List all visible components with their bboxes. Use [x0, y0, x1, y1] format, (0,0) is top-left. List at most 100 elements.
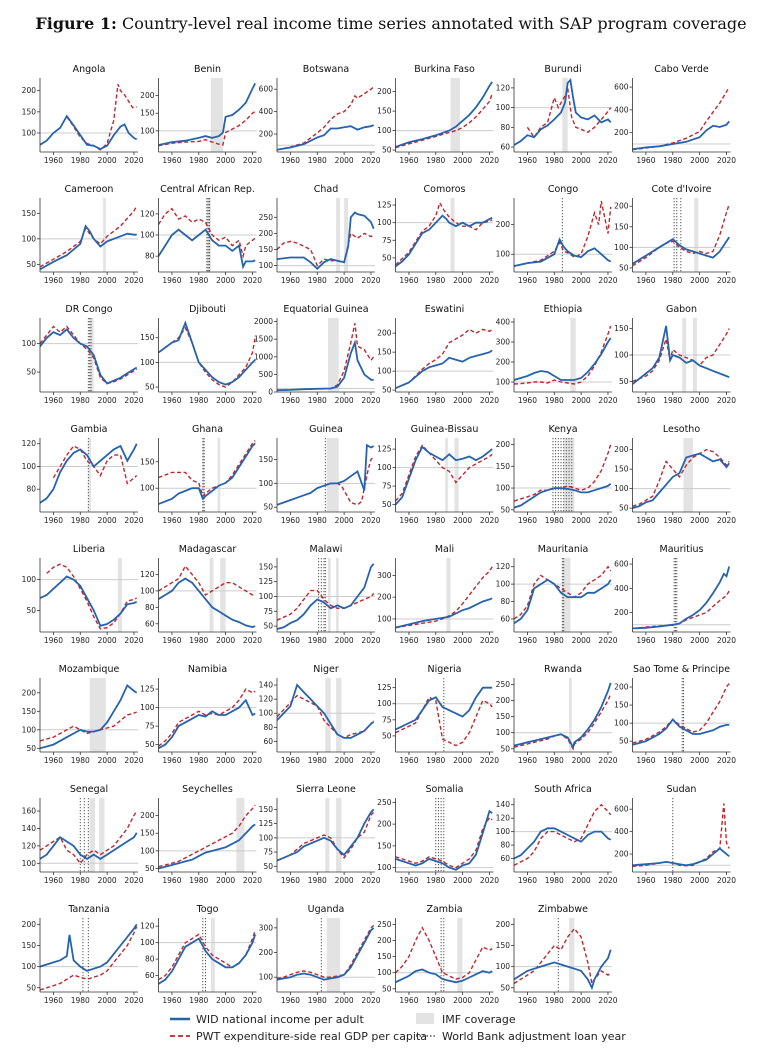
x-tick-label: 2000 [453, 396, 472, 405]
y-tick-label: 150 [496, 712, 511, 721]
panel-plot-area [40, 84, 138, 151]
y-tick-label: 100 [140, 586, 155, 595]
y-tick-label: 150 [140, 333, 155, 342]
pwt-series-line [395, 201, 493, 266]
pwt-series-line [395, 444, 493, 502]
panel-plot-area [277, 198, 375, 272]
imf-coverage-span [99, 798, 105, 872]
x-tick-label: 1960 [281, 276, 300, 285]
y-tick-label: 100 [259, 973, 274, 982]
x-tick-label: 1980 [71, 156, 90, 165]
panel-plot-area [395, 678, 494, 752]
panel-plot-area [395, 558, 494, 632]
imf-coverage-span [457, 918, 463, 992]
wid-series-line [395, 968, 493, 984]
imf-coverage-span [336, 198, 341, 272]
figure-label: Figure 1: [35, 14, 117, 33]
y-tick-label: 150 [614, 465, 629, 474]
y-tick-label: 125 [377, 445, 392, 454]
panel-plot-area [277, 86, 375, 151]
panel-title: Congo [548, 184, 578, 195]
x-tick-label: 1980 [545, 876, 564, 885]
x-tick-label: 2020 [717, 756, 736, 765]
panel-title: Ghana [192, 424, 223, 435]
x-tick-label: 2000 [335, 396, 354, 405]
y-tick-label: 80 [500, 841, 510, 850]
x-tick-label: 1960 [162, 996, 181, 1005]
x-tick-label: 1960 [399, 636, 418, 645]
x-tick-label: 1980 [308, 756, 327, 765]
panel-togo: Togo 1960 1980 2000 2020 60 80 100 120 [140, 904, 262, 1005]
y-tick-label: 200 [377, 593, 392, 602]
y-tick-label: 50 [619, 737, 629, 746]
panel-title: Mali [435, 544, 454, 555]
panel-benin: Benin 1960 1980 2000 2020 100 150 200 [140, 64, 262, 165]
x-tick-label: 2000 [453, 156, 472, 165]
x-tick-label: 1980 [189, 276, 208, 285]
x-tick-label: 1960 [636, 516, 655, 525]
x-tick-label: 2020 [717, 396, 736, 405]
legend-item-wid: WID national income per adult [170, 1013, 364, 1026]
y-tick-label: 150 [140, 457, 155, 466]
pwt-series-line [158, 207, 256, 259]
y-tick-label: 120 [140, 570, 155, 579]
x-tick-label: 2000 [335, 996, 354, 1005]
imf-coverage-span [117, 558, 122, 632]
y-tick-label: 100 [377, 367, 392, 376]
wid-series-line [277, 124, 375, 151]
panel-mauritius: Mauritius 1960 1980 2000 2020 200 400 600 [614, 544, 736, 645]
wid-series-line [40, 443, 138, 504]
y-tick-label: 120 [22, 841, 37, 850]
wid-series-line [395, 214, 493, 268]
x-tick-label: 1980 [545, 156, 564, 165]
panel-nigeria: Nigeria 1960 1980 2000 2020 50 75 100 125 [377, 664, 499, 765]
imf-coverage-span [220, 558, 226, 632]
pwt-series-line [395, 926, 493, 980]
legend-imf-swatch [416, 1013, 434, 1024]
x-tick-label: 2000 [98, 636, 117, 645]
y-tick-label: 200 [377, 820, 392, 829]
y-tick-label: 100 [496, 728, 511, 737]
panel-guinea-bissau: Guinea-Bissau 1960 1980 2000 2020 50 75 100 125 [377, 424, 499, 525]
panel-burundi: Burundi 1960 1980 2000 2020 60 80 100 120 [496, 64, 618, 165]
x-tick-label: 1980 [189, 516, 208, 525]
x-tick-label: 2020 [480, 276, 499, 285]
x-tick-label: 2020 [361, 156, 380, 165]
x-tick-label: 2020 [361, 876, 380, 885]
y-tick-label: 60 [500, 614, 510, 623]
x-tick-label: 2020 [243, 396, 262, 405]
y-tick-label: 200 [22, 688, 37, 697]
x-tick-label: 1960 [281, 756, 300, 765]
imf-coverage-span [683, 438, 693, 512]
x-tick-label: 2020 [243, 876, 262, 885]
panel-plot-area [632, 86, 731, 151]
y-tick-label: 200 [496, 220, 511, 229]
panel-title: Somalia [425, 784, 463, 795]
wid-series-line [514, 483, 612, 509]
y-tick-label: 150 [377, 952, 392, 961]
y-tick-label: 200 [614, 445, 629, 454]
panel-title: Kenya [548, 424, 577, 435]
x-tick-label: 2000 [453, 996, 472, 1005]
x-tick-label: 1980 [308, 636, 327, 645]
x-tick-label: 2020 [598, 156, 617, 165]
pwt-series-line [514, 200, 612, 267]
panel-djibouti: Djibouti 1960 1980 2000 2020 50 100 150 [140, 304, 262, 405]
panel-mozambique: Mozambique 1960 1980 2000 2020 50 100 150 200 [22, 664, 144, 765]
y-tick-label: 120 [22, 439, 37, 448]
x-tick-label: 1980 [308, 996, 327, 1005]
panel-malawi: Malawi 1960 1980 2000 2020 50 75 100 125 150 [259, 544, 381, 645]
y-tick-label: 100 [496, 250, 511, 259]
panel-title: Mozambique [59, 664, 120, 675]
imf-coverage-span [450, 78, 460, 152]
pwt-series-line [395, 816, 493, 869]
panel-burkina-faso: Burkina Faso 1960 1980 2000 2020 50 100 150 200 [377, 64, 499, 165]
panel-plot-area [632, 438, 731, 512]
panel-plot-area [40, 438, 138, 512]
y-tick-label: 150 [614, 324, 629, 333]
wid-series-line [277, 808, 375, 862]
imf-coverage-span [450, 198, 455, 272]
x-tick-label: 2020 [243, 636, 262, 645]
y-tick-label: 50 [382, 386, 392, 395]
wid-series-line [277, 563, 375, 630]
